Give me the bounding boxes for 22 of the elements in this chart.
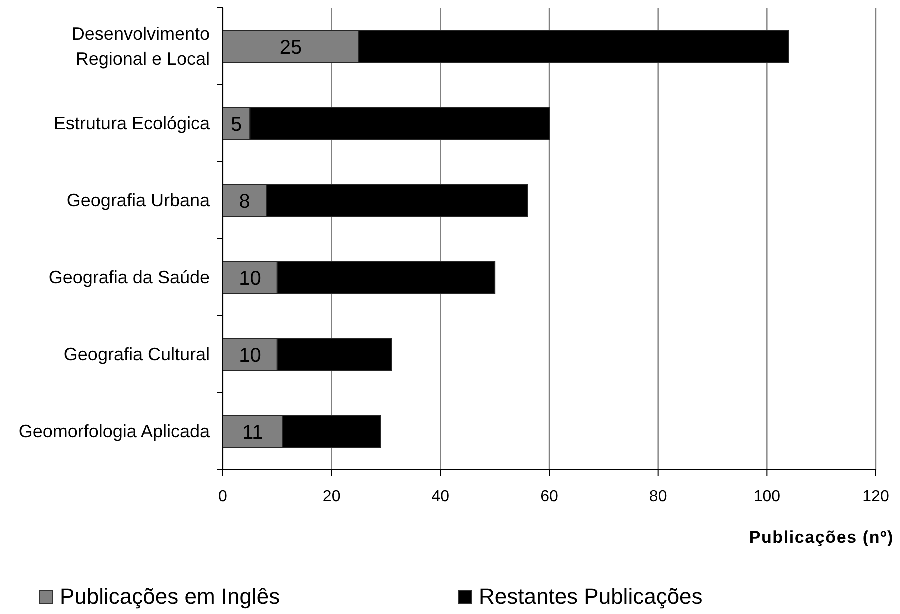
y-tick-label: Geografia Urbana (66, 190, 211, 210)
y-tick-label: Desenvolvimento Regional e Local (72, 24, 210, 69)
x-tick-label: 80 (649, 488, 668, 506)
x-tick-label: 20 (322, 488, 341, 506)
y-tick-label: Estrutura Ecológica (54, 114, 211, 134)
y-tick-label: Geografia Cultural (64, 344, 210, 364)
x-axis-title: Publicações (nº) (749, 528, 894, 547)
y-tick-label: Geografia da Saúde (48, 268, 210, 288)
x-tick-label: 40 (432, 488, 450, 506)
x-tick-label: 120 (862, 488, 890, 506)
data-label: 10 (239, 268, 262, 290)
legend-label: Publicações em Inglês (60, 584, 280, 610)
data-label: 11 (242, 422, 264, 444)
data-label: 5 (231, 114, 242, 136)
data-label: 10 (239, 345, 262, 368)
x-tick-label: 60 (540, 488, 558, 506)
x-tick-label: 0 (218, 488, 228, 506)
y-tick-label: Geomorfologia Aplicada (18, 422, 211, 442)
data-label: 25 (280, 37, 302, 60)
data-label: 8 (239, 191, 250, 214)
x-tick-label: 100 (754, 488, 781, 506)
legend-label: Restantes Publicações (479, 584, 703, 610)
